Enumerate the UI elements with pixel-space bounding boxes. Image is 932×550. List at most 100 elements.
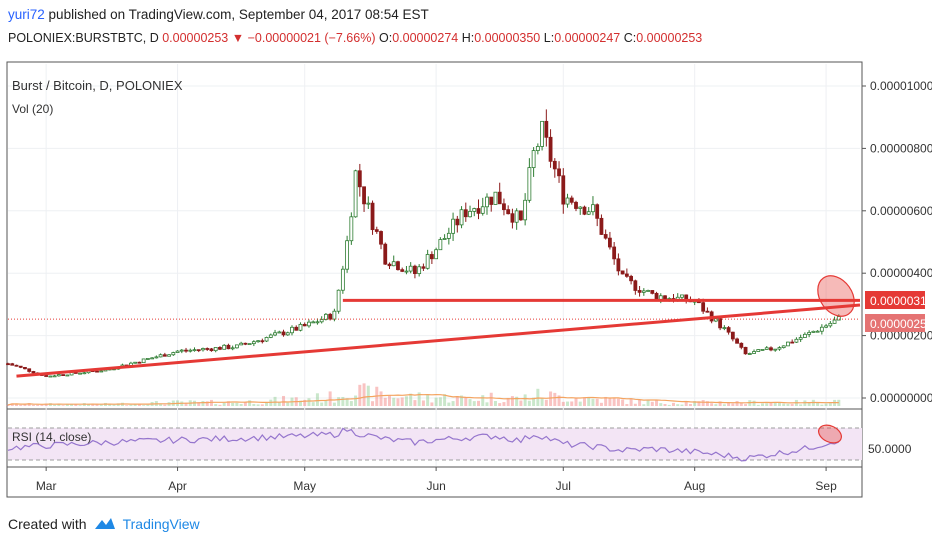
time-axis: Mar Apr May Jun Jul Aug Sep <box>36 467 837 493</box>
time-tick-label: May <box>293 479 316 493</box>
candle-body-up <box>154 356 159 359</box>
candle-body-down <box>383 243 388 265</box>
candle-body-down <box>633 280 638 291</box>
candle-body-up <box>798 337 803 340</box>
candle-body-up <box>680 294 684 298</box>
volume-bar <box>201 400 205 406</box>
created-with-text: Created with <box>8 516 87 532</box>
tradingview-brand[interactable]: TradingView <box>122 516 200 532</box>
candle-body-down <box>718 318 723 329</box>
chart-frame <box>6 61 863 498</box>
volume-bar <box>570 401 574 406</box>
volume-bar <box>837 399 841 406</box>
candle-body-up <box>366 202 371 205</box>
author-link[interactable]: yuri72 <box>8 7 45 22</box>
grid-lines <box>8 64 860 466</box>
time-tick-label: Jul <box>556 479 571 493</box>
chart-title: Burst / Bitcoin, D, POLONIEX <box>12 78 183 93</box>
candle-body-up <box>247 343 252 346</box>
volume-bar <box>599 402 603 406</box>
tradingview-logo-icon <box>94 518 115 529</box>
volume-bar <box>650 401 654 406</box>
candle-body-up <box>722 327 727 329</box>
volume-bar <box>443 394 447 406</box>
candle-body-up <box>179 349 184 352</box>
volume-bar <box>680 404 684 406</box>
resistance-price-tag <box>865 291 925 309</box>
open-label: O: <box>378 31 393 45</box>
volume-bars <box>6 383 841 406</box>
volume-ma-line <box>7 393 839 406</box>
volume-bar <box>493 400 497 406</box>
candle-body-up <box>273 332 277 336</box>
symbol-label: POLONIEX:BURSTBTC, D <box>8 31 159 45</box>
candle-body-up <box>442 238 447 240</box>
volume-bar <box>392 397 396 406</box>
candle-body-down <box>379 231 383 245</box>
candle-body-down <box>95 370 99 373</box>
rsi-tick: 50.0000 <box>868 442 912 456</box>
volume-bar <box>226 401 230 406</box>
volume-bar <box>99 404 103 406</box>
candle-body-up <box>222 344 227 350</box>
volume-bar <box>532 397 536 406</box>
candle-body-down <box>701 302 706 312</box>
volume-bar <box>710 403 714 406</box>
candle-body-down <box>608 237 612 248</box>
time-tick-label: Mar <box>36 479 57 493</box>
candle-body-up <box>451 218 455 234</box>
volume-bar <box>366 385 370 406</box>
candle-body-up <box>764 347 769 350</box>
candle-body-up <box>472 208 477 212</box>
volume-bar <box>358 384 362 406</box>
open-value: 0.00000274 <box>392 31 459 45</box>
candle-body-up <box>417 266 422 275</box>
candle-body-up <box>256 340 260 343</box>
close-value: 0.00000253 <box>636 31 703 45</box>
volume-bar <box>383 397 387 406</box>
candle-body-up <box>480 206 485 214</box>
candle-body-down <box>552 160 557 170</box>
candle-body-down <box>18 365 23 368</box>
volume-bar <box>70 404 74 406</box>
candle-body-up <box>251 341 256 345</box>
volume-bar <box>387 394 391 406</box>
volume-bar <box>752 400 756 406</box>
high-label: H: <box>461 31 475 45</box>
candle-body-down <box>218 347 222 350</box>
candle-body-down <box>739 342 744 348</box>
candle-body-down <box>624 273 629 277</box>
price-tick-label: 0.00000200 <box>870 329 932 343</box>
volume-bar <box>646 400 650 406</box>
candle-body-up <box>591 204 595 213</box>
candle-body-down <box>637 290 642 293</box>
low-value: 0.00000247 <box>554 31 621 45</box>
candle-body-up <box>332 310 337 320</box>
volume-bar <box>298 400 302 406</box>
candle-body-up <box>175 350 180 353</box>
candle-body-down <box>27 368 32 372</box>
volume-bar <box>235 402 239 406</box>
candle-body-up <box>819 326 824 332</box>
candle-body-up <box>756 349 761 352</box>
candle-body-up <box>167 354 171 357</box>
volume-bar <box>718 401 722 406</box>
candle-body-down <box>281 331 286 336</box>
volume-bar <box>587 397 591 406</box>
volume-bar <box>574 397 578 406</box>
volume-bar <box>396 398 400 406</box>
candle-body-up <box>578 206 583 209</box>
candle-body-down <box>6 363 10 366</box>
candle-body-up <box>527 167 532 201</box>
candle-body-up <box>493 191 498 205</box>
candle-body-down <box>44 375 49 377</box>
volume-bar <box>197 402 201 406</box>
volume-bar <box>481 395 485 406</box>
candle-body-down <box>561 175 566 205</box>
candle-body-up <box>535 146 540 151</box>
volume-bar <box>256 404 260 406</box>
volume-bar <box>19 404 23 406</box>
volume-bar <box>430 402 434 406</box>
volume-bar <box>727 402 731 406</box>
